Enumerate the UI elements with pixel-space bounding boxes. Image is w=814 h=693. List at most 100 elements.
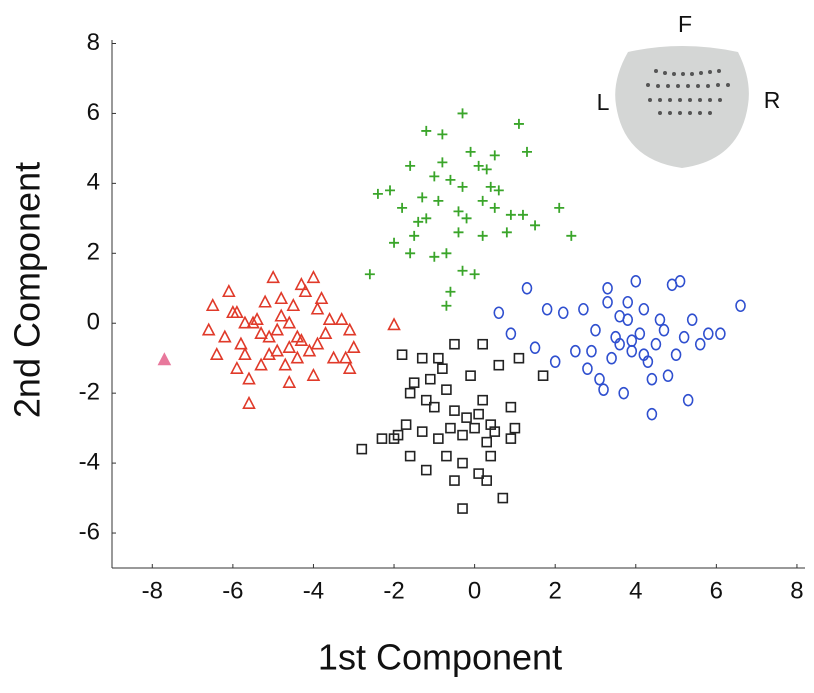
point (566, 230, 577, 241)
point (262, 329, 276, 343)
point (338, 350, 353, 364)
point (626, 334, 638, 348)
point (517, 209, 528, 220)
point (457, 181, 468, 192)
point (477, 338, 488, 350)
point (735, 299, 746, 313)
point (314, 291, 329, 305)
point (270, 322, 285, 336)
point (489, 426, 501, 437)
point (421, 125, 432, 136)
point (254, 357, 268, 371)
point (634, 327, 646, 341)
point (420, 464, 432, 476)
point (481, 436, 493, 448)
point (405, 248, 416, 259)
x-tick-label: -8 (142, 577, 163, 604)
head-shape (615, 46, 749, 168)
point (521, 281, 533, 295)
x-tick-label: 8 (790, 577, 803, 604)
point (449, 338, 460, 350)
point (254, 325, 268, 340)
point (469, 269, 480, 280)
point (242, 371, 256, 385)
point (505, 433, 517, 444)
point (238, 315, 252, 329)
point (437, 157, 448, 168)
point (457, 503, 468, 514)
point (658, 323, 670, 337)
point (493, 306, 505, 320)
point (342, 360, 357, 374)
point (489, 202, 500, 213)
point (318, 325, 333, 340)
point (405, 160, 416, 171)
point (654, 313, 666, 327)
point (457, 265, 468, 276)
y-tick-label: 0 (87, 309, 100, 336)
point (453, 227, 464, 238)
x-tick-label: 6 (710, 577, 723, 604)
point (678, 330, 690, 344)
point (270, 343, 285, 357)
point (282, 374, 297, 388)
point (554, 202, 565, 213)
point (497, 492, 509, 504)
point (322, 312, 337, 326)
point (437, 363, 448, 374)
point (715, 327, 726, 341)
x-tick-label: -4 (303, 577, 324, 604)
point (250, 312, 264, 326)
point (417, 192, 428, 203)
point (630, 274, 642, 288)
point (433, 352, 444, 364)
point (622, 313, 634, 327)
point (238, 346, 252, 361)
point (481, 164, 492, 175)
point (356, 443, 368, 455)
point (626, 344, 638, 358)
y-tick-label: 2 (87, 239, 100, 266)
x-tick-label: -6 (222, 577, 243, 604)
point (473, 408, 484, 420)
point (614, 337, 625, 351)
point (302, 343, 317, 357)
point (294, 277, 309, 291)
point (670, 348, 682, 362)
x-tick-label: 2 (549, 577, 562, 604)
point (477, 394, 488, 406)
point (413, 216, 424, 227)
point (489, 150, 500, 161)
point (541, 302, 553, 316)
point (420, 394, 432, 406)
point (582, 362, 593, 375)
point (441, 450, 452, 462)
point (662, 369, 674, 382)
point (549, 355, 561, 368)
point (529, 341, 541, 355)
point (646, 372, 658, 386)
x-tick-label: 4 (629, 577, 642, 604)
point (557, 306, 569, 320)
point (274, 308, 289, 322)
point (364, 269, 375, 280)
point (282, 339, 297, 354)
point (294, 332, 309, 347)
point (590, 323, 601, 337)
x-tick-label: -2 (383, 577, 404, 604)
point (334, 312, 349, 326)
point (465, 146, 476, 157)
point (602, 295, 613, 309)
point (429, 171, 440, 182)
point (461, 213, 472, 224)
y-axis-title: 2nd Component (7, 162, 48, 418)
point (409, 230, 420, 241)
point (424, 373, 436, 385)
point (266, 270, 280, 284)
point (598, 383, 609, 396)
point (469, 422, 480, 434)
point (157, 352, 172, 366)
point (473, 468, 484, 479)
point (396, 349, 408, 361)
point (682, 393, 694, 407)
